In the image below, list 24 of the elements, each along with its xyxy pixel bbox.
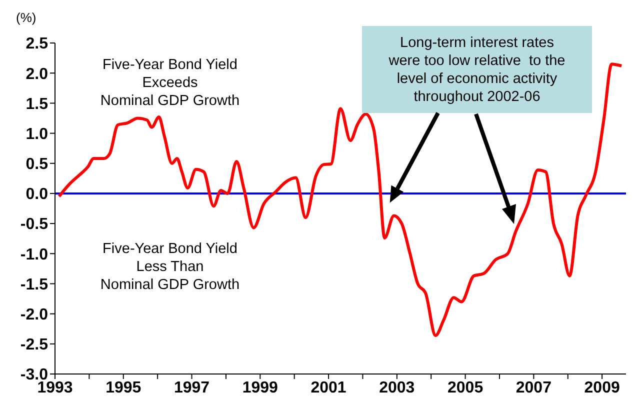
y-tick-label: -1.5 [20, 276, 48, 294]
annotation: Five-Year Bond Yield Exceeds Nominal GDP Growth [99, 56, 241, 110]
y-tick-label: -2.0 [20, 306, 48, 324]
x-tick-label: 1995 [106, 379, 142, 396]
annotation: Five-Year Bond Yield Less Than Nominal GDP Growth [99, 240, 241, 294]
y-tick-label: 0.5 [26, 156, 48, 174]
x-tick-label: 2007 [516, 379, 552, 396]
y-tick-label: -2.5 [20, 336, 48, 354]
callout-box: Long-term interest rates were too low relative to the level of economic activity throughout 2002-06 [362, 26, 592, 113]
x-tick-label: 2001 [310, 379, 346, 396]
y-tick-label: -1.0 [20, 246, 48, 264]
x-tick-label: 2005 [448, 379, 484, 396]
y-tick-label: 1.0 [26, 126, 48, 143]
y-tick-label: 1.5 [26, 96, 48, 113]
x-tick-label: 2009 [584, 379, 620, 396]
x-tick-label: 1993 [37, 379, 73, 396]
y-axis-title: (%) [16, 10, 36, 25]
x-tick-label: 2003 [379, 379, 415, 396]
x-tick-label: 1997 [174, 379, 210, 396]
y-tick-label: 0.0 [26, 186, 48, 204]
y-tick-label: -0.5 [20, 216, 48, 234]
y-tick-label: 2.5 [26, 36, 48, 53]
x-tick-label: 1999 [242, 379, 278, 396]
y-tick-label: 2.0 [26, 66, 48, 83]
